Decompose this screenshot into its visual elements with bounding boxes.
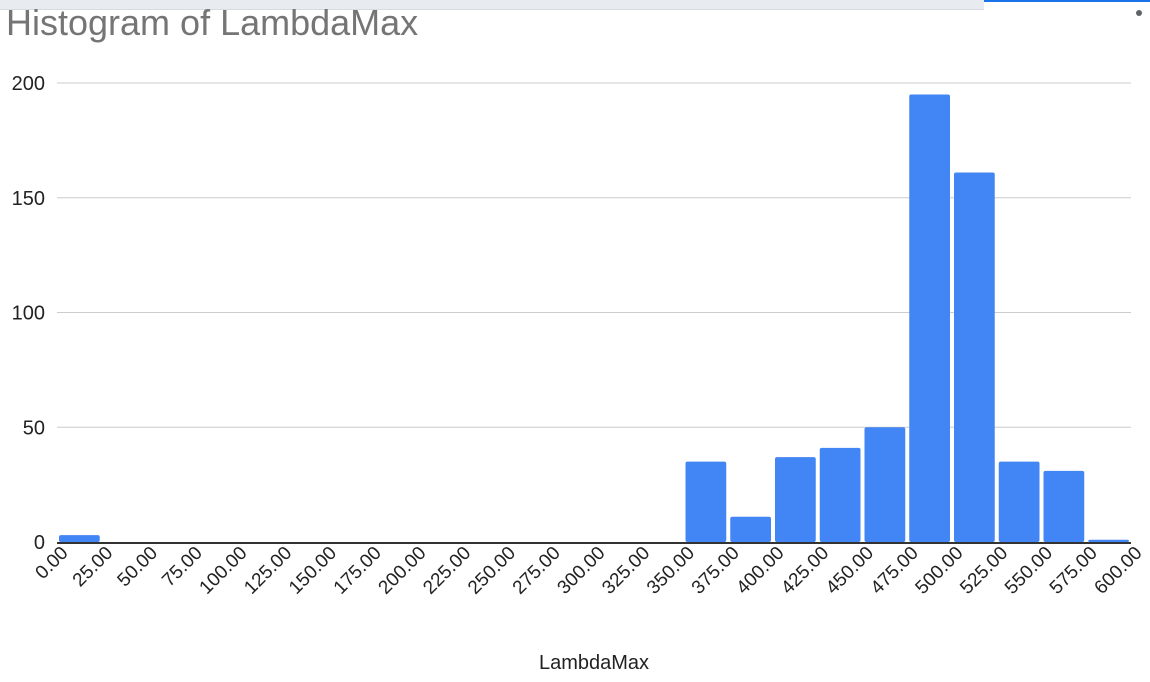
histogram-bar bbox=[730, 516, 771, 542]
x-tick-label: 300.00 bbox=[554, 543, 610, 599]
y-tick-label: 150 bbox=[12, 188, 45, 210]
x-tick-label: 25.00 bbox=[69, 543, 117, 591]
more-vert-icon[interactable] bbox=[1136, 10, 1142, 16]
x-tick-label: 200.00 bbox=[375, 543, 431, 599]
x-tick-label: 550.00 bbox=[1001, 543, 1057, 599]
x-tick-label: 600.00 bbox=[1091, 543, 1147, 599]
top-frame-strip bbox=[0, 0, 984, 10]
x-tick-label: 275.00 bbox=[509, 543, 565, 599]
x-tick-label: 100.00 bbox=[196, 543, 252, 599]
y-tick-label: 0 bbox=[34, 532, 45, 554]
x-tick-label: 50.00 bbox=[114, 543, 162, 591]
x-tick-label: 325.00 bbox=[598, 543, 654, 599]
bars bbox=[59, 94, 1129, 542]
x-tick-label: 400.00 bbox=[733, 543, 789, 599]
x-axis-title: LambdaMax bbox=[539, 652, 649, 674]
histogram-bar bbox=[775, 457, 816, 542]
x-tick-label: 175.00 bbox=[330, 543, 386, 599]
histogram-bar bbox=[1088, 539, 1129, 542]
x-tick-label: 525.00 bbox=[956, 543, 1012, 599]
x-tick-label: 250.00 bbox=[464, 543, 520, 599]
chart-title: Histogram of LambdaMax bbox=[6, 2, 419, 43]
x-tick-label: 125.00 bbox=[240, 543, 296, 599]
y-tick-label: 200 bbox=[12, 73, 45, 95]
x-tick-label: 475.00 bbox=[867, 543, 923, 599]
x-tick-label: 225.00 bbox=[419, 543, 475, 599]
selection-indicator bbox=[984, 0, 1150, 2]
histogram-bar bbox=[909, 94, 950, 542]
gridlines bbox=[57, 82, 1131, 428]
x-tick-label: 375.00 bbox=[688, 543, 744, 599]
histogram-bar bbox=[685, 461, 727, 542]
histogram-bar bbox=[998, 461, 1040, 542]
y-tick-label: 100 bbox=[12, 303, 45, 325]
x-tick-label: 350.00 bbox=[643, 543, 699, 599]
histogram-bar bbox=[819, 447, 861, 542]
x-tick-label: 500.00 bbox=[912, 543, 968, 599]
x-tick-label: 425.00 bbox=[777, 543, 833, 599]
y-tick-label: 50 bbox=[23, 417, 45, 439]
histogram-bar bbox=[864, 427, 906, 542]
histogram-bar bbox=[954, 172, 995, 542]
histogram-bar bbox=[1043, 470, 1085, 542]
histogram-bar bbox=[59, 535, 100, 542]
x-axis-ticks: 0.0025.0050.0075.00100.00125.00150.00175… bbox=[32, 543, 1147, 599]
y-axis-ticks: 0 50 100 150 200 bbox=[12, 73, 45, 554]
x-tick-label: 575.00 bbox=[1046, 543, 1102, 599]
x-tick-label: 150.00 bbox=[285, 543, 341, 599]
x-tick-label: 450.00 bbox=[822, 543, 878, 599]
